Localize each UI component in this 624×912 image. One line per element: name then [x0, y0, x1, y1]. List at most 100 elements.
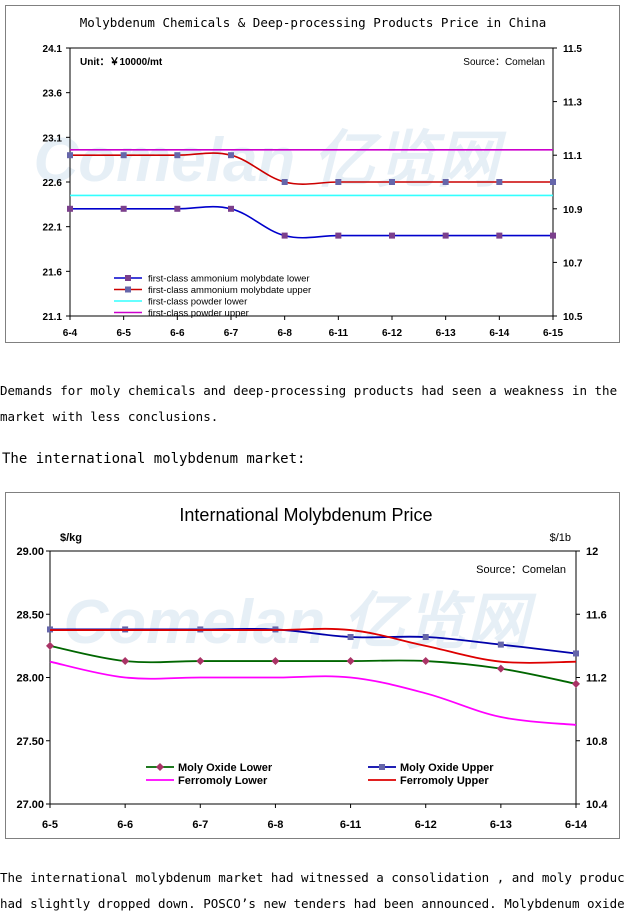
data-point [347, 634, 354, 641]
legend-label: Moly Oxide Upper [400, 762, 494, 774]
y-left-tick-label: 24.1 [43, 44, 63, 55]
x-tick-label: 6-14 [565, 819, 588, 831]
data-point [271, 657, 280, 666]
y-left-tick-label: 23.1 [43, 133, 63, 144]
x-tick-label: 6-15 [543, 328, 563, 339]
data-point [281, 179, 288, 185]
y-right-tick-label: 11.5 [563, 44, 582, 55]
data-point [335, 179, 342, 185]
legend-label: first-class powder lower [148, 297, 247, 308]
data-point [389, 232, 395, 239]
y-left-tick-label: 23.6 [43, 89, 63, 100]
data-point [442, 179, 449, 185]
x-tick-label: 6-7 [224, 328, 239, 339]
x-tick-label: 6-6 [170, 328, 185, 339]
data-point [174, 205, 181, 212]
series-line [49, 644, 577, 685]
data-point [120, 152, 127, 159]
y-right-tick-label: 10.9 [563, 205, 583, 216]
china-price-chart: Comelan 亿览网 Molybdenum Chemicals & Deep-… [5, 5, 620, 343]
y-right-tick-label: 11.3 [563, 98, 582, 109]
y-right-tick-label: 11.1 [563, 151, 582, 162]
x-tick-label: 6-13 [436, 328, 456, 339]
legend-label: first-class powder upper [148, 308, 249, 319]
x-tick-label: 6-12 [415, 819, 437, 831]
y-right-tick-label: 12 [586, 546, 598, 558]
y-right-tick-label: 10.4 [586, 799, 608, 811]
source-label: Source：Comelan [463, 57, 545, 68]
unit-label: Unit：￥10000/mt [80, 57, 163, 68]
series-line [49, 627, 577, 664]
watermark: Comelan 亿览网 [63, 588, 537, 657]
x-tick-label: 6-11 [340, 819, 361, 831]
y-left-tick-label: 21.6 [43, 267, 63, 278]
y-left-tick-label: 22.1 [43, 223, 63, 234]
series-line [69, 205, 553, 239]
series-line [69, 152, 553, 185]
legend-label: Moly Oxide Lower [178, 762, 273, 774]
data-point [389, 179, 395, 185]
paragraph-line: had slightly dropped down. POSCO’s new t… [0, 896, 624, 911]
data-point [550, 232, 556, 239]
data-point [228, 205, 234, 212]
unit-right-label: $/1b [550, 532, 571, 544]
legend-marker [379, 764, 385, 770]
unit-left-label: $/kg [60, 532, 82, 544]
y-right-tick-label: 10.5 [563, 312, 583, 323]
x-tick-label: 6-5 [42, 819, 58, 831]
international-price-chart-svg: Comelan 亿览网 International Molybdenum Pri… [16, 505, 608, 831]
legend-label: first-class ammonium molybdate upper [148, 285, 311, 296]
legend-label: first-class ammonium molybdate lower [148, 274, 310, 285]
paragraph-line: Demands for moly chemicals and deep-proc… [0, 383, 624, 398]
x-tick-label: 6-7 [192, 819, 208, 831]
legend-marker [125, 286, 131, 293]
data-point [496, 232, 503, 239]
data-point [550, 179, 556, 185]
data-point [196, 657, 205, 666]
data-point [228, 152, 234, 159]
data-point [46, 641, 54, 650]
x-tick-label: 6-11 [329, 328, 349, 339]
data-point [67, 152, 73, 159]
y-left-tick-label: 29.00 [16, 546, 44, 558]
paragraph-line: market with less conclusions. [0, 409, 219, 424]
data-point [497, 641, 504, 648]
x-tick-label: 6-12 [382, 328, 402, 339]
data-point [496, 664, 505, 673]
x-tick-label: 6-4 [63, 328, 78, 339]
paragraph-line: The international molybdenum market had … [0, 870, 624, 885]
watermark: Comelan 亿览网 [33, 126, 507, 195]
data-point [422, 634, 429, 641]
data-point [281, 232, 288, 239]
x-tick-label: 6-6 [117, 819, 133, 831]
china-price-chart-svg: Comelan 亿览网 Molybdenum Chemicals & Deep-… [33, 15, 583, 339]
section-heading: The international molybdenum market: [2, 451, 306, 467]
data-point [67, 205, 73, 212]
x-tick-label: 6-5 [116, 328, 131, 339]
x-tick-label: 6-8 [267, 819, 283, 831]
legend-label: Ferromoly Upper [400, 775, 489, 787]
y-right-tick-label: 10.8 [586, 736, 607, 748]
series-line [49, 660, 577, 726]
data-point [442, 232, 449, 239]
x-tick-label: 6-8 [277, 328, 292, 339]
legend-label: Ferromoly Lower [178, 775, 268, 787]
y-left-tick-label: 28.00 [16, 673, 44, 685]
legend-marker [125, 275, 131, 281]
data-point [174, 152, 181, 159]
data-point [120, 205, 127, 212]
y-left-tick-label: 27.00 [16, 799, 44, 811]
data-point [421, 657, 430, 666]
data-point [496, 179, 503, 185]
y-right-tick-label: 11.2 [586, 673, 607, 685]
y-left-tick-label: 27.50 [16, 736, 44, 748]
source-label: Source：Comelan [476, 564, 566, 576]
data-point [121, 657, 130, 666]
y-right-tick-label: 11.6 [586, 609, 607, 621]
y-left-tick-label: 21.1 [43, 312, 63, 323]
chart-title: International Molybdenum Price [179, 505, 432, 525]
y-right-tick-label: 10.7 [563, 258, 583, 269]
data-point [335, 232, 342, 239]
y-left-tick-label: 28.50 [16, 609, 44, 621]
international-price-chart: Comelan 亿览网 International Molybdenum Pri… [5, 492, 620, 839]
